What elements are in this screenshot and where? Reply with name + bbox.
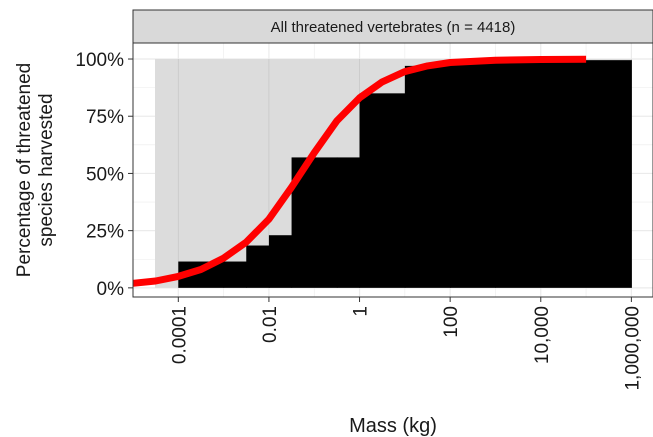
harvested-bars <box>178 60 632 288</box>
x-tick-label: 1 <box>351 306 372 317</box>
y-tick-label: 100% <box>75 50 124 71</box>
harvested-bar <box>359 93 406 288</box>
harvested-bar <box>336 157 361 288</box>
y-tick-label: 0% <box>97 279 125 300</box>
x-tick-label: 1,000,000 <box>622 306 643 391</box>
y-axis-title: Percentage of threatened species harvest… <box>14 63 57 277</box>
y-axis-title-line-2: species harvested <box>36 93 57 246</box>
x-axis-title: Mass (kg) <box>349 415 437 437</box>
harvested-bar <box>450 61 496 288</box>
y-tick-label: 25% <box>86 222 124 243</box>
facet-strip <box>132 9 653 44</box>
x-tick-label: 0.0001 <box>169 306 190 364</box>
fit-curve <box>132 55 587 287</box>
x-axis: 0.0001 0.01 1 100 10,000 1,000,000 <box>169 297 643 391</box>
x-tick-label: 10,000 <box>532 306 553 364</box>
harvested-bar <box>268 235 293 288</box>
y-axis: 0% 25% 50% 75% 100% <box>75 50 133 300</box>
x-tick-label: 100 <box>441 306 462 338</box>
y-axis-title-line-1: Percentage of threatened <box>14 63 35 277</box>
harvested-bar <box>223 261 247 288</box>
y-tick-label: 75% <box>86 107 124 128</box>
harvested-bar <box>246 245 270 288</box>
plot-panel-border <box>132 42 653 298</box>
fit-curve-line <box>132 55 587 287</box>
facet-strip-title: All threatened vertebrates (n = 4418) <box>271 19 516 36</box>
x-tick-label: 0.01 <box>260 306 281 343</box>
y-tick-label: 50% <box>86 164 124 185</box>
harvested-bar <box>495 60 632 288</box>
harvested-bar <box>404 65 451 288</box>
